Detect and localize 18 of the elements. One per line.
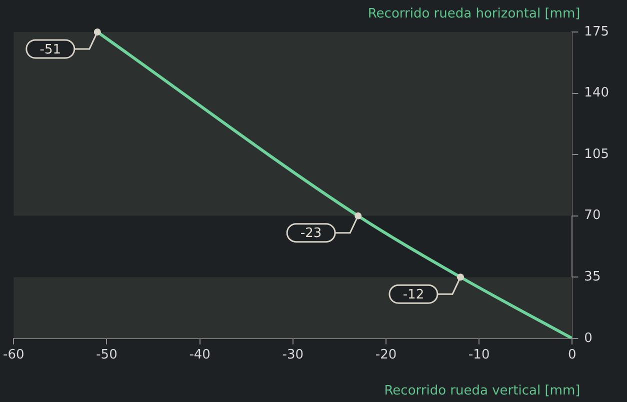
y-tick-label: 35 — [584, 269, 601, 284]
x-tick-label: -60 — [3, 348, 24, 363]
annotation: -23 — [300, 226, 322, 242]
x-tick-label: -30 — [282, 348, 304, 363]
annotation: -51 — [40, 42, 62, 58]
y-axis-title: Recorrido rueda horizontal [mm] — [368, 6, 580, 22]
y-tick-label: 105 — [584, 146, 610, 162]
x-tick-label: -40 — [189, 348, 210, 363]
x-tick-label: -20 — [375, 348, 397, 363]
x-axis-title: Recorrido rueda vertical [mm] — [384, 383, 580, 398]
annotation: -12 — [402, 287, 424, 302]
y-tick-label: 70 — [584, 208, 601, 224]
x-tick-label: -10 — [468, 348, 490, 363]
y-tick-label: 140 — [584, 86, 610, 101]
x-tick-label: 0 — [568, 348, 576, 363]
y-tick-label: 0 — [584, 330, 592, 346]
x-tick-label: -50 — [96, 348, 118, 363]
y-tick-label: 175 — [584, 24, 610, 40]
